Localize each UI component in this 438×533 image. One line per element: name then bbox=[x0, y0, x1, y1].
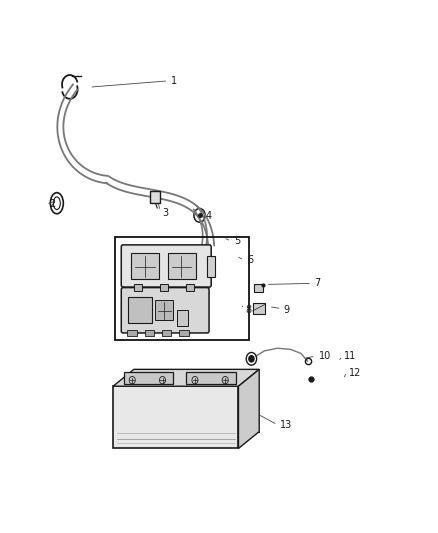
Text: 8: 8 bbox=[245, 305, 251, 315]
Polygon shape bbox=[113, 369, 259, 386]
Bar bbox=[179, 330, 189, 336]
Bar bbox=[131, 253, 159, 279]
FancyBboxPatch shape bbox=[121, 245, 211, 287]
Bar bbox=[128, 297, 152, 324]
Circle shape bbox=[249, 356, 254, 362]
Text: 10: 10 bbox=[318, 351, 331, 361]
Text: 13: 13 bbox=[279, 419, 292, 430]
Text: 2: 2 bbox=[49, 199, 56, 209]
Bar bbox=[134, 284, 142, 292]
Bar bbox=[253, 303, 265, 314]
Bar bbox=[186, 372, 236, 384]
Bar bbox=[254, 284, 263, 292]
Text: 9: 9 bbox=[284, 305, 290, 315]
Bar bbox=[155, 300, 173, 320]
Text: 4: 4 bbox=[206, 211, 212, 221]
Bar bbox=[207, 256, 215, 277]
Text: 5: 5 bbox=[234, 236, 240, 246]
Text: 7: 7 bbox=[314, 278, 320, 288]
Bar bbox=[150, 191, 160, 203]
Text: 11: 11 bbox=[344, 351, 357, 361]
Bar bbox=[127, 330, 137, 336]
Bar bbox=[124, 372, 173, 384]
Bar bbox=[177, 310, 188, 326]
Text: 3: 3 bbox=[163, 208, 169, 217]
Bar bbox=[113, 386, 238, 448]
Polygon shape bbox=[238, 369, 259, 448]
Bar bbox=[168, 253, 196, 279]
Bar bbox=[115, 238, 249, 341]
Text: 12: 12 bbox=[349, 368, 361, 378]
Bar bbox=[160, 284, 168, 292]
Bar bbox=[162, 330, 171, 336]
Text: 1: 1 bbox=[171, 76, 177, 86]
Bar bbox=[186, 284, 194, 292]
Text: 6: 6 bbox=[247, 255, 253, 265]
Bar bbox=[145, 330, 154, 336]
FancyBboxPatch shape bbox=[121, 288, 209, 333]
